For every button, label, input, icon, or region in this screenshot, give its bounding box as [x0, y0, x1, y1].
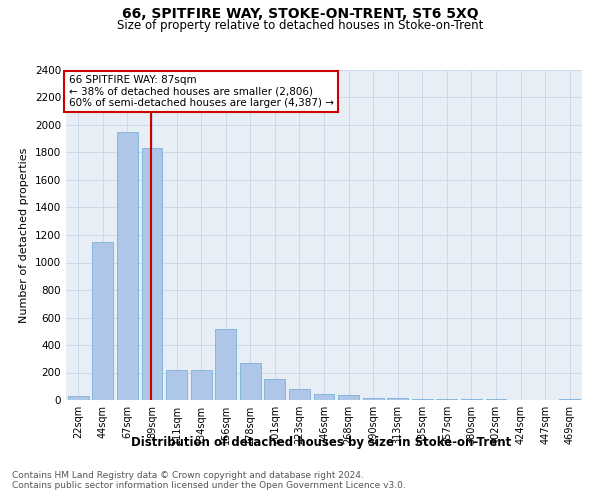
Bar [338, 394, 359, 400]
Bar [314, 394, 334, 400]
Bar [289, 389, 310, 400]
Text: Contains public sector information licensed under the Open Government Licence v3: Contains public sector information licen… [12, 482, 406, 490]
Bar [215, 328, 236, 400]
Text: 66, SPITFIRE WAY, STOKE-ON-TRENT, ST6 5XQ: 66, SPITFIRE WAY, STOKE-ON-TRENT, ST6 5X… [122, 8, 478, 22]
Text: 66 SPITFIRE WAY: 87sqm
← 38% of detached houses are smaller (2,806)
60% of semi-: 66 SPITFIRE WAY: 87sqm ← 38% of detached… [68, 75, 334, 108]
Y-axis label: Number of detached properties: Number of detached properties [19, 148, 29, 322]
Bar [68, 396, 89, 400]
Bar [387, 398, 408, 400]
Bar [265, 380, 286, 400]
Bar [142, 148, 163, 400]
Bar [191, 370, 212, 400]
Text: Size of property relative to detached houses in Stoke-on-Trent: Size of property relative to detached ho… [117, 18, 483, 32]
Bar [166, 370, 187, 400]
Bar [117, 132, 138, 400]
Bar [240, 363, 261, 400]
Bar [362, 398, 383, 400]
Bar [92, 242, 113, 400]
Text: Distribution of detached houses by size in Stoke-on-Trent: Distribution of detached houses by size … [131, 436, 511, 449]
Text: Contains HM Land Registry data © Crown copyright and database right 2024.: Contains HM Land Registry data © Crown c… [12, 472, 364, 480]
